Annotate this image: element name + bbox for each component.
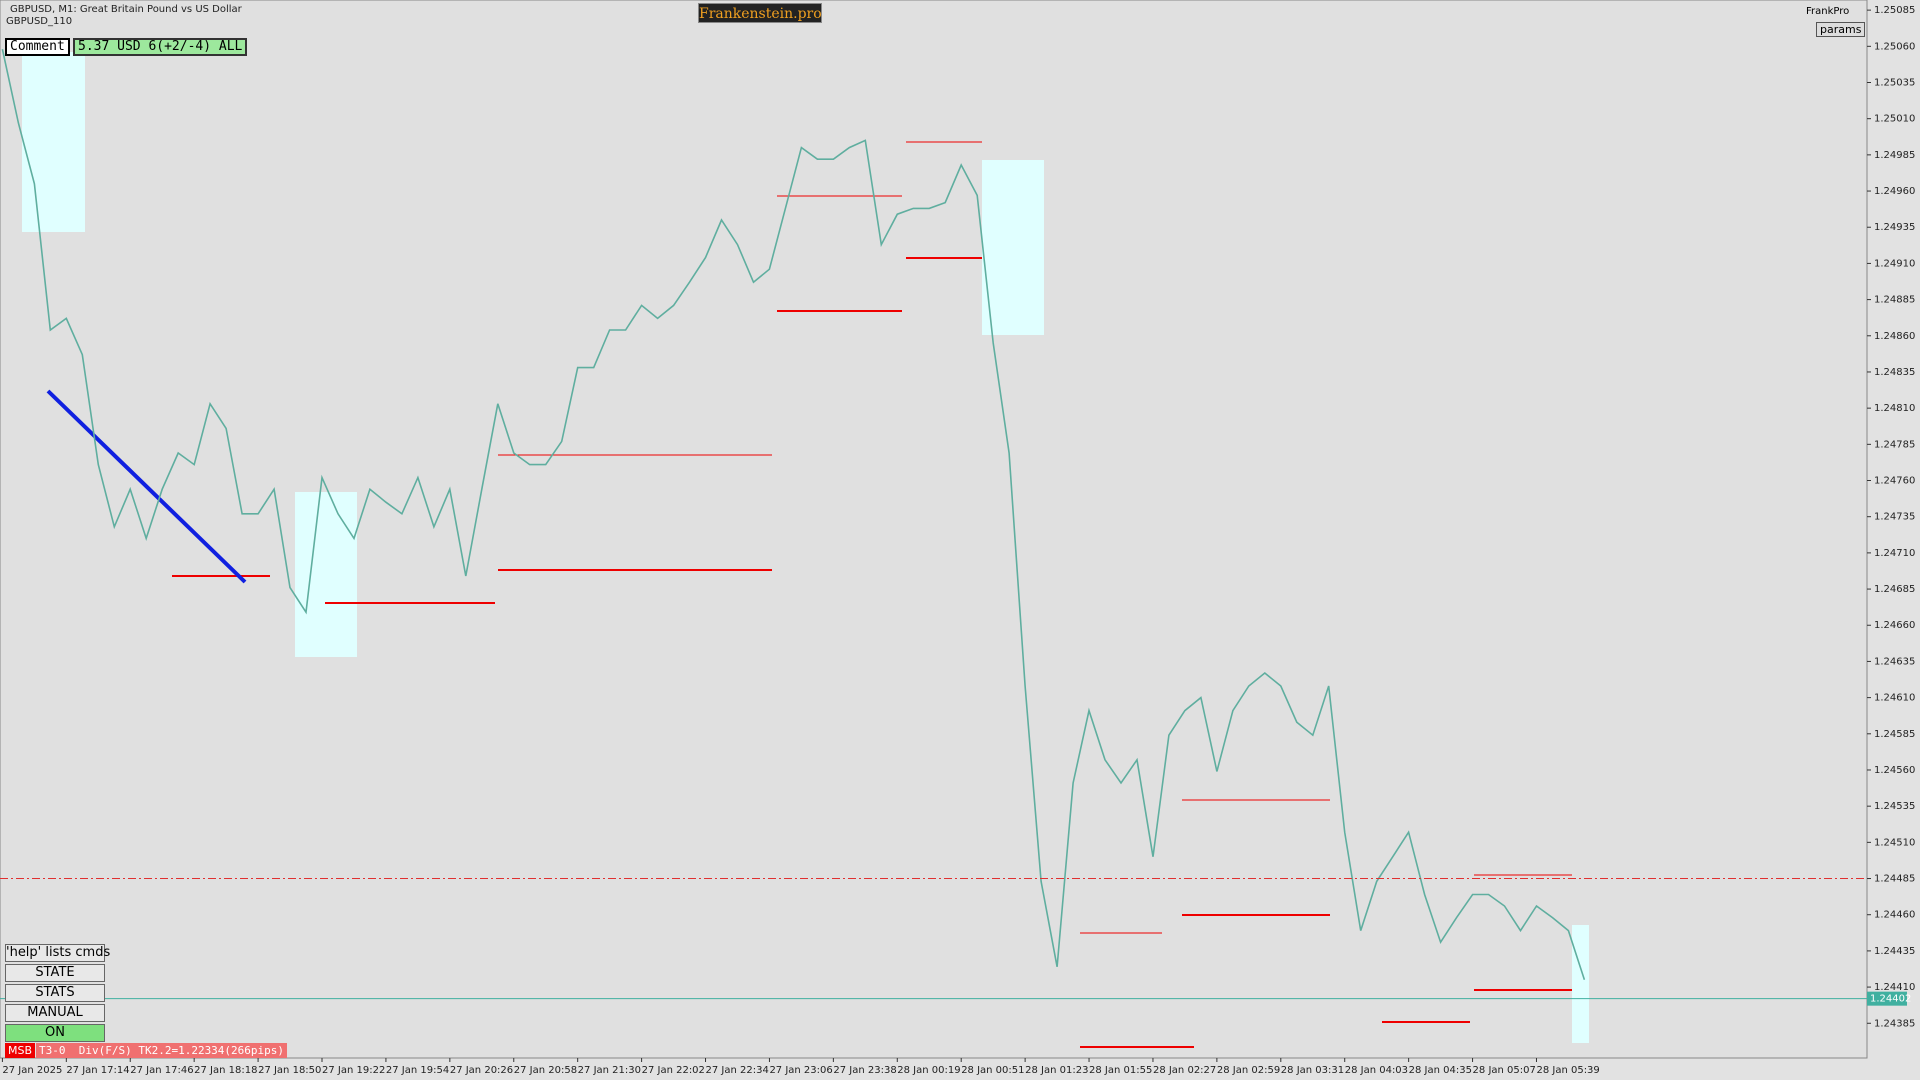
x-tick-label: 28 Jan 02:27 [1153,1065,1216,1076]
current-price-label: 1.24402 [1870,994,1911,1005]
x-tick-label: 27 Jan 20:26 [450,1065,513,1076]
chart-title: GBPUSD, M1: Great Britain Pound vs US Do… [10,4,243,15]
x-tick-label: 27 Jan 22:34 [706,1065,769,1076]
account: FrankPro [1806,6,1850,17]
y-tick-label: 1.24460 [1874,910,1915,921]
x-tick-label: 27 Jan 19:22 [322,1065,385,1076]
y-tick-label: 1.24760 [1874,476,1915,487]
x-tick-label: 28 Jan 01:55 [1089,1065,1152,1076]
y-tick-label: 1.24785 [1874,439,1915,450]
y-tick-label: 1.24710 [1874,548,1915,559]
y-tick-label: 1.24735 [1874,512,1915,523]
y-tick-label: 1.24410 [1874,982,1915,993]
x-tick-label: 28 Jan 02:59 [1217,1065,1280,1076]
y-tick-label: 1.24385 [1874,1018,1915,1029]
y-tick-label: 1.24560 [1874,765,1915,776]
x-tick-label: 28 Jan 05:39 [1536,1065,1599,1076]
y-tick-label: 1.24510 [1874,837,1915,848]
x-tick-label: 27 Jan 20:58 [514,1065,577,1076]
comment-value: 5.37 USD 6(+2/-4) ALL [73,38,248,56]
y-tick-label: 1.25060 [1874,41,1915,52]
brand: Frankenstein.pro [698,3,822,23]
y-tick-label: 1.24535 [1874,801,1915,812]
x-tick-label: 28 Jan 00:51 [961,1065,1024,1076]
manual-button[interactable]: MANUAL [5,1004,105,1022]
y-tick-label: 1.24485 [1874,874,1915,885]
zone [1572,925,1589,1043]
y-tick-label: 1.24935 [1874,222,1915,233]
levels [172,257,1572,1048]
x-tick-label: 27 Jan 23:06 [769,1065,832,1076]
y-tick-label: 1.25085 [1874,5,1915,16]
y-tick-label: 1.25035 [1874,77,1915,88]
help-button[interactable]: 'help' lists cmds [5,944,111,962]
x-tick-label: 27 Jan 18:50 [258,1065,321,1076]
y-tick-label: 1.24885 [1874,295,1915,306]
zone [982,160,1044,335]
x-tick-label: 27 Jan 23:38 [833,1065,896,1076]
y-tick-label: 1.24660 [1874,620,1915,631]
trend-line [46,389,247,584]
x-tick-label: 27 Jan 21:30 [578,1065,641,1076]
x-tick-label: 28 Jan 00:19 [897,1065,960,1076]
y-tick-label: 1.24635 [1874,656,1915,667]
y-tick-label: 1.24610 [1874,693,1915,704]
params[interactable]: params [1816,22,1866,37]
x-tick-label: 28 Jan 04:03 [1345,1065,1408,1076]
state-button[interactable]: STATE [5,964,105,982]
x-tick-label: 27 Jan 19:54 [386,1065,449,1076]
x-tick-label: 27 Jan 17:46 [130,1065,193,1076]
y-tick-label: 1.24960 [1874,186,1915,197]
x-tick-label: 28 Jan 04:35 [1409,1065,1472,1076]
x-tick-label: 27 Jan 18:18 [194,1065,257,1076]
y-tick-label: 1.24835 [1874,367,1915,378]
comment-label: Comment [5,38,70,56]
x-tick-label: 27 Jan 22:02 [642,1065,705,1076]
x-tick-label: 28 Jan 01:23 [1025,1065,1088,1076]
status-text: T3-0 Div(F/S) TK2.2=1.22334(266pips) [36,1043,288,1058]
chart-subtitle: GBPUSD_110 [6,16,72,27]
zone [22,52,85,232]
y-tick-label: 1.24810 [1874,403,1915,414]
x-tick-label: 28 Jan 05:07 [1473,1065,1536,1076]
y-tick-label: 1.24985 [1874,150,1915,161]
y-tick-label: 1.24860 [1874,331,1915,342]
levels-thin [498,141,1572,934]
x-tick-label: 27 Jan 17:14 [66,1065,129,1076]
y-tick-label: 1.25010 [1874,114,1915,125]
y-tick-label: 1.24435 [1874,946,1915,957]
y-tick-label: 1.24585 [1874,729,1915,740]
status-tag: MSB [5,1043,36,1058]
zone [295,492,357,657]
y-tick-label: 1.24910 [1874,258,1915,269]
x-tick-label: 27 Jan 2025 [2,1065,62,1076]
stats-button[interactable]: STATS [5,984,105,1002]
x-tick-label: 28 Jan 03:31 [1281,1065,1344,1076]
current-price-box [1867,991,1907,1006]
price-line [1,49,1586,981]
y-tick-label: 1.24685 [1874,584,1915,595]
on-button[interactable]: ON [5,1024,105,1042]
